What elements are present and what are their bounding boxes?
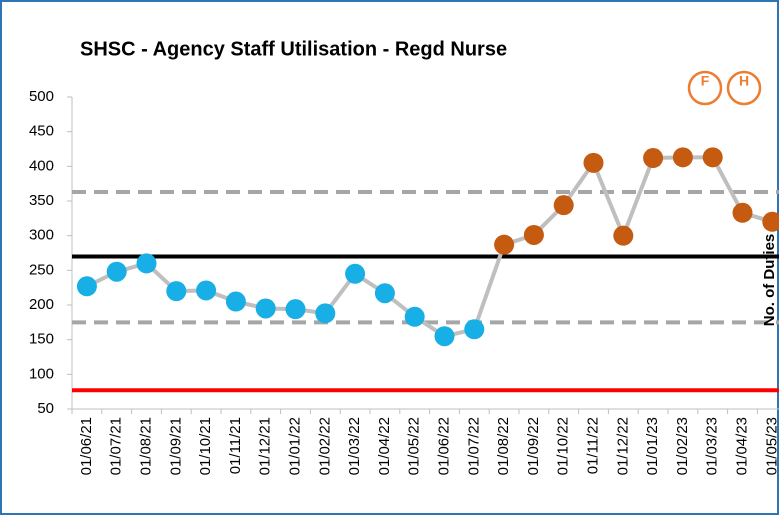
data-point — [225, 291, 246, 312]
data-point — [702, 147, 723, 168]
y-tick-label: 450 — [29, 123, 54, 140]
x-tick-label: 01/04/22 — [376, 417, 393, 475]
x-tick-label: 01/11/21 — [227, 417, 244, 474]
data-point — [136, 253, 157, 274]
icon-f: F — [687, 70, 723, 106]
data-point — [374, 283, 395, 304]
y-tick-label: 300 — [29, 227, 54, 244]
icon-label: F — [701, 73, 710, 89]
x-tick-label: 01/12/22 — [614, 417, 631, 475]
data-point — [255, 298, 276, 319]
x-tick-label: 01/07/22 — [465, 417, 482, 475]
x-tick-label: 01/02/22 — [316, 417, 333, 475]
x-tick-label: 01/05/23 — [763, 417, 779, 475]
data-point — [643, 148, 664, 169]
chart-title: SHSC - Agency Staff Utilisation - Regd N… — [80, 38, 507, 60]
icon-label: H — [739, 73, 749, 89]
data-point — [345, 263, 366, 284]
x-tick-label: 01/08/22 — [495, 417, 512, 475]
data-point — [76, 276, 97, 297]
data-point — [494, 234, 515, 255]
data-point — [106, 261, 127, 282]
data-point — [672, 147, 693, 168]
x-tick-label: 01/03/23 — [704, 417, 721, 475]
data-point — [762, 211, 779, 232]
data-point — [166, 281, 187, 302]
data-point — [404, 306, 425, 327]
y-tick-label: 50 — [37, 400, 54, 417]
x-tick-label: 01/11/22 — [584, 417, 601, 474]
x-tick-label: 01/08/21 — [137, 417, 154, 475]
data-point — [583, 152, 604, 173]
y-tick-label: 200 — [29, 296, 54, 313]
x-tick-label: 01/10/21 — [197, 417, 214, 475]
x-tick-label: 01/01/23 — [644, 417, 661, 475]
data-point — [732, 202, 753, 223]
data-point — [613, 225, 634, 246]
y-tick-label: 350 — [29, 192, 54, 209]
x-tick-label: 01/02/23 — [674, 417, 691, 475]
data-point — [315, 303, 336, 324]
x-tick-label: 01/04/23 — [733, 417, 750, 475]
x-tick-label: 01/09/21 — [167, 417, 184, 475]
x-tick-label: 01/06/21 — [78, 417, 95, 475]
y-axis-label: No. of Duties — [761, 234, 778, 327]
icon-h: H — [726, 70, 762, 106]
x-tick-label: 01/03/22 — [346, 417, 363, 475]
data-point — [285, 299, 306, 320]
y-tick-label: 500 — [29, 88, 54, 105]
x-tick-label: 01/05/22 — [406, 417, 423, 475]
x-tick-label: 01/09/22 — [525, 417, 542, 475]
y-tick-label: 400 — [29, 157, 54, 174]
x-tick-label: 01/06/22 — [435, 417, 452, 475]
x-tick-label: 01/01/22 — [286, 417, 303, 475]
x-tick-label: 01/10/22 — [555, 417, 572, 475]
y-tick-label: 150 — [29, 331, 54, 348]
x-tick-label: 01/12/21 — [257, 417, 274, 475]
y-tick-label: 250 — [29, 261, 54, 278]
x-tick-label: 01/07/21 — [108, 417, 125, 475]
data-point — [196, 280, 217, 301]
data-point — [434, 326, 455, 347]
data-point — [553, 195, 574, 216]
y-tick-label: 100 — [29, 365, 54, 382]
data-point — [464, 319, 485, 340]
data-point — [523, 224, 544, 245]
